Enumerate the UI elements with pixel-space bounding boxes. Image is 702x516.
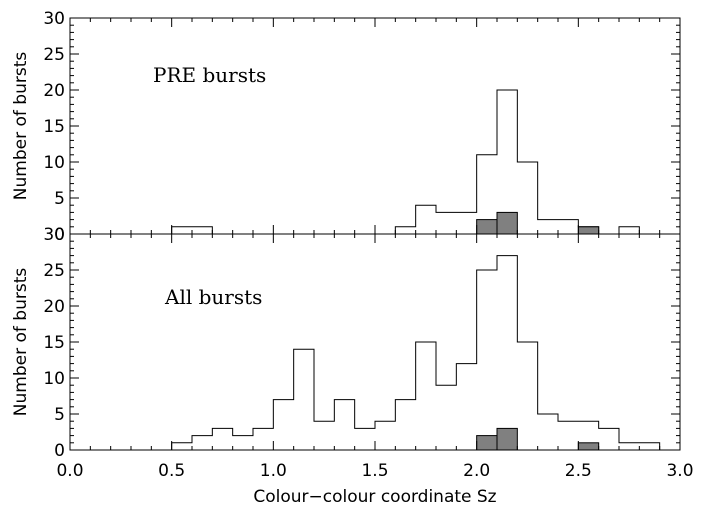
y-tick-label: 20 [43,297,65,317]
histogram-outline [171,255,680,451]
x-axis-tick-labels: 0.0 0.5 1.0 1.5 2.0 2.5 3.0 [56,461,693,481]
panel-label-pre-bursts: PRE bursts [153,63,266,87]
y-tick-label: 10 [43,153,65,173]
all-bursts-frame [69,233,681,451]
y-tick-label: 5 [54,405,65,425]
x-tick-label: 2.5 [565,461,592,481]
panel-pre-bursts: 0 5 10 15 20 25 30 PRE bursts Number of bursts [11,9,681,245]
y-tick-label: 15 [43,117,65,137]
y-axis-title-bottom: Number of bursts [11,268,31,417]
y-tick-label: 25 [43,261,65,281]
y-tick-label: 10 [43,369,65,389]
x-axis-title: Colour−colour coordinate Sz [253,487,496,507]
y-tick-label: 25 [43,45,65,65]
y-tick-label: 0 [54,225,65,245]
x-tick-label: 3.0 [666,461,693,481]
shaded-bar [476,435,498,451]
shaded-bar [577,226,600,235]
y-tick-label: 5 [54,189,65,209]
panel-all-bursts: 0 5 10 15 20 25 30 All bursts Number of bursts [11,225,681,461]
shaded-bar [496,427,518,451]
panel-label-all-bursts: All bursts [164,285,262,309]
y-tick-label: 30 [43,225,65,245]
x-tick-label: 0.5 [158,461,185,481]
y-axis-title-top: Number of bursts [11,52,31,201]
x-tick-label: 2.0 [463,461,490,481]
x-tick-label: 1.5 [361,461,388,481]
shaded-bar [577,442,600,451]
pre-bursts-bars [171,89,680,235]
y-tick-label: 15 [43,333,65,353]
y-tick-label: 30 [43,9,65,29]
x-tick-label: 1.0 [260,461,287,481]
shaded-bar [496,211,518,235]
all-bursts-bars [171,255,680,451]
all-bursts-ticks: 0 5 10 15 20 25 30 [43,225,681,461]
pre-bursts-ticks: 0 5 10 15 20 25 30 [43,9,681,245]
pre-bursts-frame [69,17,681,235]
x-tick-label: 0.0 [56,461,83,481]
shaded-bar [476,219,498,235]
y-tick-label: 20 [43,81,65,101]
histogram-outline [171,89,680,235]
y-tick-label: 0 [54,441,65,461]
